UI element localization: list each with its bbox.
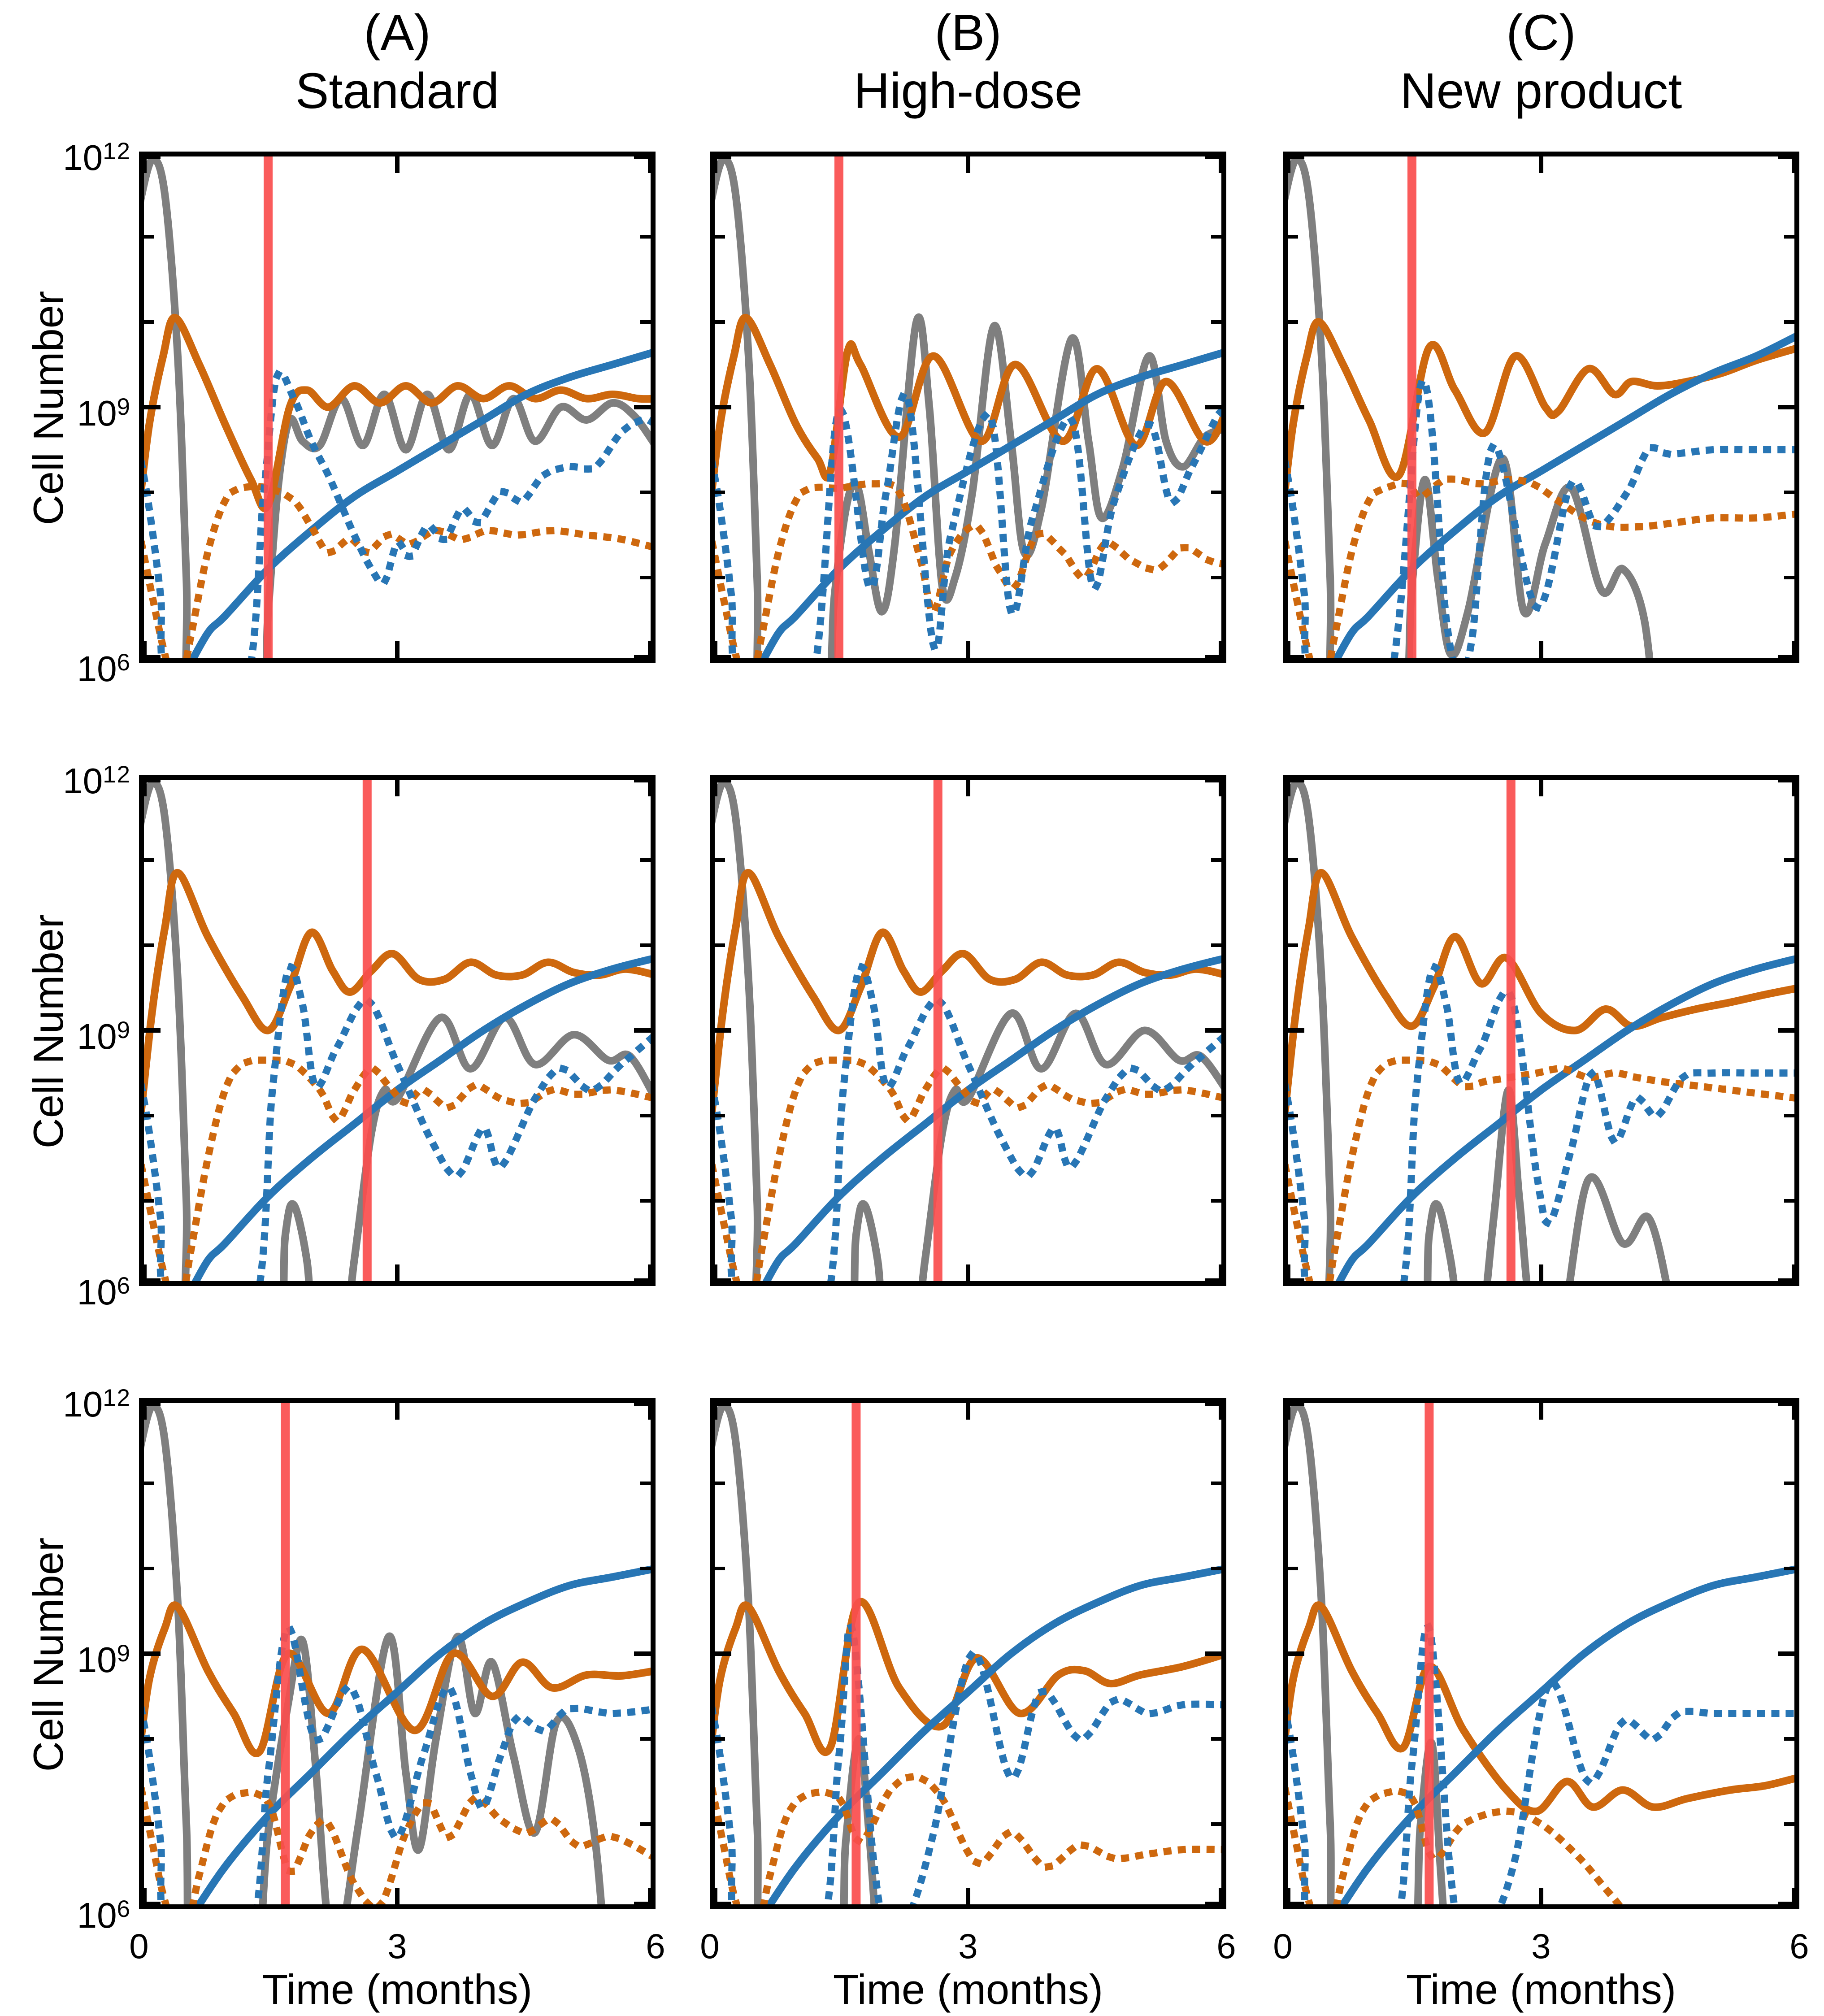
series-orange-solid <box>1287 1601 1795 1816</box>
x-tick-6-col-a: 6 <box>646 1926 665 1966</box>
plot-panel-a1 <box>139 152 656 663</box>
series-blue-solid <box>191 955 651 1282</box>
plot-border <box>710 1398 1226 1909</box>
plot-panel-c1 <box>1283 152 1799 663</box>
column-tag-c: (C) <box>1506 4 1576 61</box>
series-orange-solid <box>714 314 1222 508</box>
x-tick-6-col-c: 6 <box>1789 1926 1809 1966</box>
x-tick-0-col-a: 0 <box>129 1926 149 1966</box>
x-tick-6-col-b: 6 <box>1216 1926 1236 1966</box>
x-axis-label-col-c: Time (months) <box>1406 1966 1676 2013</box>
plot-panel-a2 <box>139 775 656 1286</box>
axis-ticks <box>713 778 1223 1283</box>
series-blue-dotted <box>143 963 651 1282</box>
x-tick-0-col-b: 0 <box>700 1926 720 1966</box>
y-tick-1e12-row-1: 1012 <box>63 137 131 178</box>
series-orange-solid <box>1287 869 1795 1131</box>
plot-border <box>710 775 1226 1286</box>
series-gray-solid <box>143 156 651 659</box>
plot-border <box>1283 1398 1799 1909</box>
series-blue-solid <box>194 1565 651 1905</box>
series-orange-solid <box>714 869 1222 1131</box>
y-tick-1e12-row-2: 1012 <box>63 760 131 801</box>
column-title-b: (B) High-dose <box>710 4 1226 120</box>
plot-border <box>1283 775 1799 1286</box>
series-orange-solid <box>143 869 651 1131</box>
series-blue-dotted <box>1287 1622 1795 1905</box>
plot-panel-b3 <box>710 1398 1226 1909</box>
series-orange-solid <box>714 1598 1222 1756</box>
axis-ticks <box>1286 1401 1796 1906</box>
series-gray-solid <box>1287 1402 1447 1905</box>
column-subtitle-c: New product <box>1400 62 1682 119</box>
plot-border <box>139 152 656 663</box>
x-axis-label-col-a: Time (months) <box>262 1966 533 2013</box>
plot-panel-b2 <box>710 775 1226 1286</box>
axis-ticks <box>713 155 1223 660</box>
series-blue-solid <box>1335 955 1795 1282</box>
series-blue-dotted <box>714 963 1222 1282</box>
plot-panel-c3 <box>1283 1398 1799 1909</box>
column-tag-b: (B) <box>934 4 1002 61</box>
series-orange-dotted <box>1287 1779 1624 1905</box>
y-tick-1e9-row-2: 109 <box>77 1016 131 1056</box>
series-orange-dotted <box>143 1056 651 1282</box>
column-subtitle-b: High-dose <box>853 62 1083 119</box>
plot-border <box>139 1398 656 1909</box>
y-tick-1e9-row-1: 109 <box>77 393 131 433</box>
series-gray-solid <box>1287 156 1654 659</box>
column-title-a: (A) Standard <box>139 4 656 120</box>
series-blue-dotted <box>1287 963 1795 1282</box>
plot-border <box>710 152 1226 663</box>
series-blue-dotted <box>714 1622 1222 1905</box>
series-blue-solid <box>1332 332 1795 659</box>
axis-ticks <box>142 778 652 1283</box>
x-tick-3-col-a: 3 <box>387 1926 407 1966</box>
y-tick-1e6-row-1: 106 <box>77 648 131 689</box>
plot-panel-b1 <box>710 152 1226 663</box>
series-orange-solid <box>143 314 651 513</box>
x-tick-0-col-c: 0 <box>1273 1926 1293 1966</box>
axis-ticks <box>142 155 652 660</box>
axis-ticks <box>1286 778 1796 1283</box>
y-tick-1e12-row-3: 1012 <box>63 1384 131 1424</box>
series-gray-solid <box>1287 779 1670 1282</box>
plot-border <box>1283 152 1799 663</box>
series-blue-solid <box>765 1565 1222 1905</box>
axis-ticks <box>1286 155 1796 660</box>
axis-ticks <box>713 1401 1223 1906</box>
series-orange-solid <box>1287 318 1795 508</box>
series-orange-dotted <box>714 1056 1222 1282</box>
column-tag-a: (A) <box>364 4 431 61</box>
plot-border <box>139 775 656 1286</box>
series-gray-solid <box>143 1402 605 1905</box>
plot-panel-a3 <box>139 1398 656 1909</box>
series-blue-dotted <box>143 369 651 659</box>
x-axis-label-col-b: Time (months) <box>833 1966 1103 2013</box>
series-blue-solid <box>762 955 1222 1282</box>
column-subtitle-a: Standard <box>295 62 499 119</box>
plot-panel-c2 <box>1283 775 1799 1286</box>
series-orange-dotted <box>714 480 1222 659</box>
axis-ticks <box>142 1401 652 1906</box>
y-tick-1e6-row-2: 106 <box>77 1272 131 1312</box>
series-blue-solid <box>188 349 651 659</box>
series-blue-dotted <box>1287 377 1795 659</box>
series-orange-dotted <box>143 482 651 659</box>
y-tick-1e9-row-3: 109 <box>77 1639 131 1680</box>
x-tick-3-col-b: 3 <box>958 1926 978 1966</box>
series-gray-solid <box>714 779 1222 1282</box>
series-gray-solid <box>143 779 651 1282</box>
y-tick-1e6-row-3: 106 <box>77 1895 131 1935</box>
series-blue-dotted <box>143 1624 651 1905</box>
x-tick-3-col-c: 3 <box>1531 1926 1551 1966</box>
series-orange-dotted <box>1287 475 1795 659</box>
column-title-c: (C) New product <box>1283 4 1799 120</box>
